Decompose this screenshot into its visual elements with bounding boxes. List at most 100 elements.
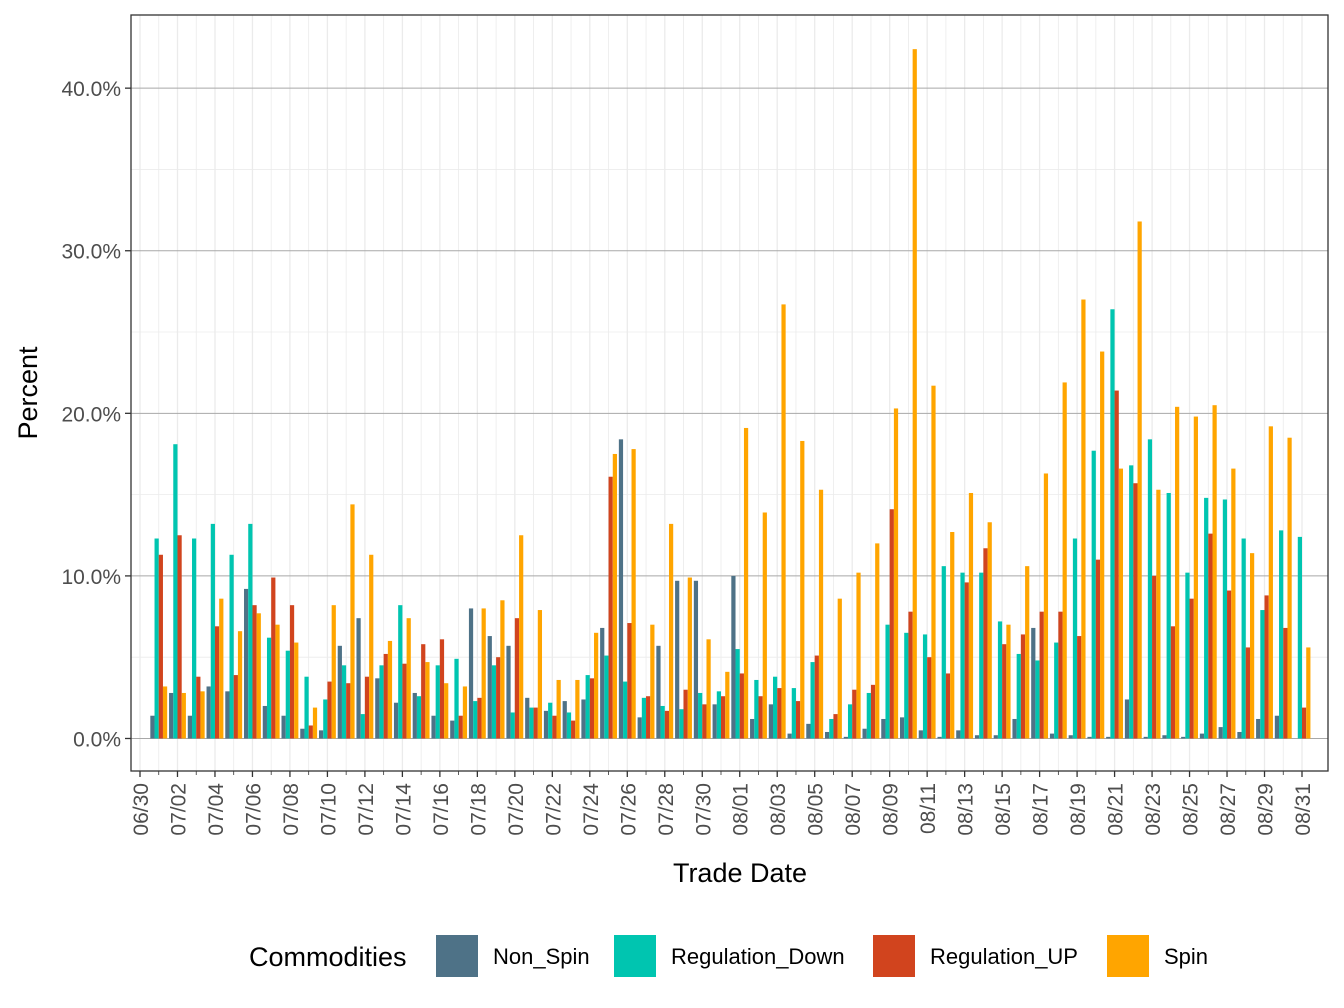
bar [281,715,286,739]
bar [1297,536,1302,739]
x-tick-label: 08/27 [1217,783,1240,836]
bar [496,657,501,739]
x-tick-label: 08/21 [1105,783,1128,836]
bar [870,684,876,739]
bar [1306,647,1311,739]
bar [477,697,482,739]
bar [1072,538,1078,739]
bar [379,665,384,739]
bar [421,644,426,739]
bar [162,686,168,739]
bar [1077,636,1082,739]
bar [758,696,763,739]
bar [795,701,801,739]
bar [974,735,980,739]
x-tick-label: 07/14 [392,783,415,836]
bar [1175,406,1180,739]
bar [200,691,205,739]
bar [650,624,655,739]
bar [931,385,936,739]
bar [693,580,699,739]
bar [739,673,744,739]
bar [402,663,407,739]
bar [585,675,590,739]
bar [589,678,595,739]
bar [181,692,186,739]
bar [158,554,163,739]
bar [675,580,680,739]
bar [150,715,155,739]
bar [1025,566,1030,739]
bar [1143,736,1148,739]
bar [866,692,871,739]
bar [679,709,684,739]
bar [487,636,492,739]
y-tick-label: 10.0% [61,566,121,589]
bar [275,624,280,739]
bar [1222,499,1228,739]
y-tick-label: 0.0% [73,728,121,751]
bar [439,639,445,739]
bar [604,655,609,739]
x-tick-label: 07/26 [617,783,640,836]
bar [664,710,669,739]
bar [1039,611,1044,739]
bar [818,489,824,739]
plot-background [131,15,1328,771]
bar [548,702,553,739]
bar [1231,468,1236,739]
bar [300,728,305,739]
bar [1260,610,1265,739]
bar [968,492,974,739]
bar [360,714,365,739]
bar [1166,492,1171,739]
bar [473,701,478,739]
bar [899,717,905,739]
bar [575,679,580,739]
bar [829,718,834,739]
bar [875,543,880,739]
bar [237,631,243,739]
bar [252,605,257,739]
bar [721,696,726,739]
bar [791,688,796,739]
bar [1124,699,1130,739]
bar [1283,627,1288,739]
bar [1185,572,1190,739]
bar [510,712,515,739]
bar [1081,299,1086,739]
bar [256,613,261,739]
bar [1095,559,1101,739]
bar [698,692,703,739]
bar [1016,653,1021,739]
y-tick-label: 30.0% [61,241,121,264]
bar [571,720,576,739]
bar [956,730,961,739]
bar [945,673,951,739]
bar [393,702,399,739]
y-tick-label: 40.0% [61,78,121,101]
y-axis-title: Percent [13,346,43,440]
bar [187,715,193,739]
bar [1162,735,1167,739]
bar [337,645,342,739]
bar [927,657,932,739]
bar [248,523,253,739]
bar [1256,718,1261,739]
bar [964,582,969,739]
bar [1147,439,1153,739]
bar [350,504,355,739]
bar [271,577,276,739]
bar [1062,382,1067,739]
x-tick-label: 07/16 [430,783,453,836]
bar [950,532,955,739]
bar [646,696,651,739]
bar [346,683,351,739]
bar [192,538,197,739]
bar [514,618,520,739]
legend-label: Regulation_UP [930,944,1078,969]
bar [356,618,361,739]
bar [341,665,347,739]
x-tick-label: 08/31 [1292,783,1315,836]
